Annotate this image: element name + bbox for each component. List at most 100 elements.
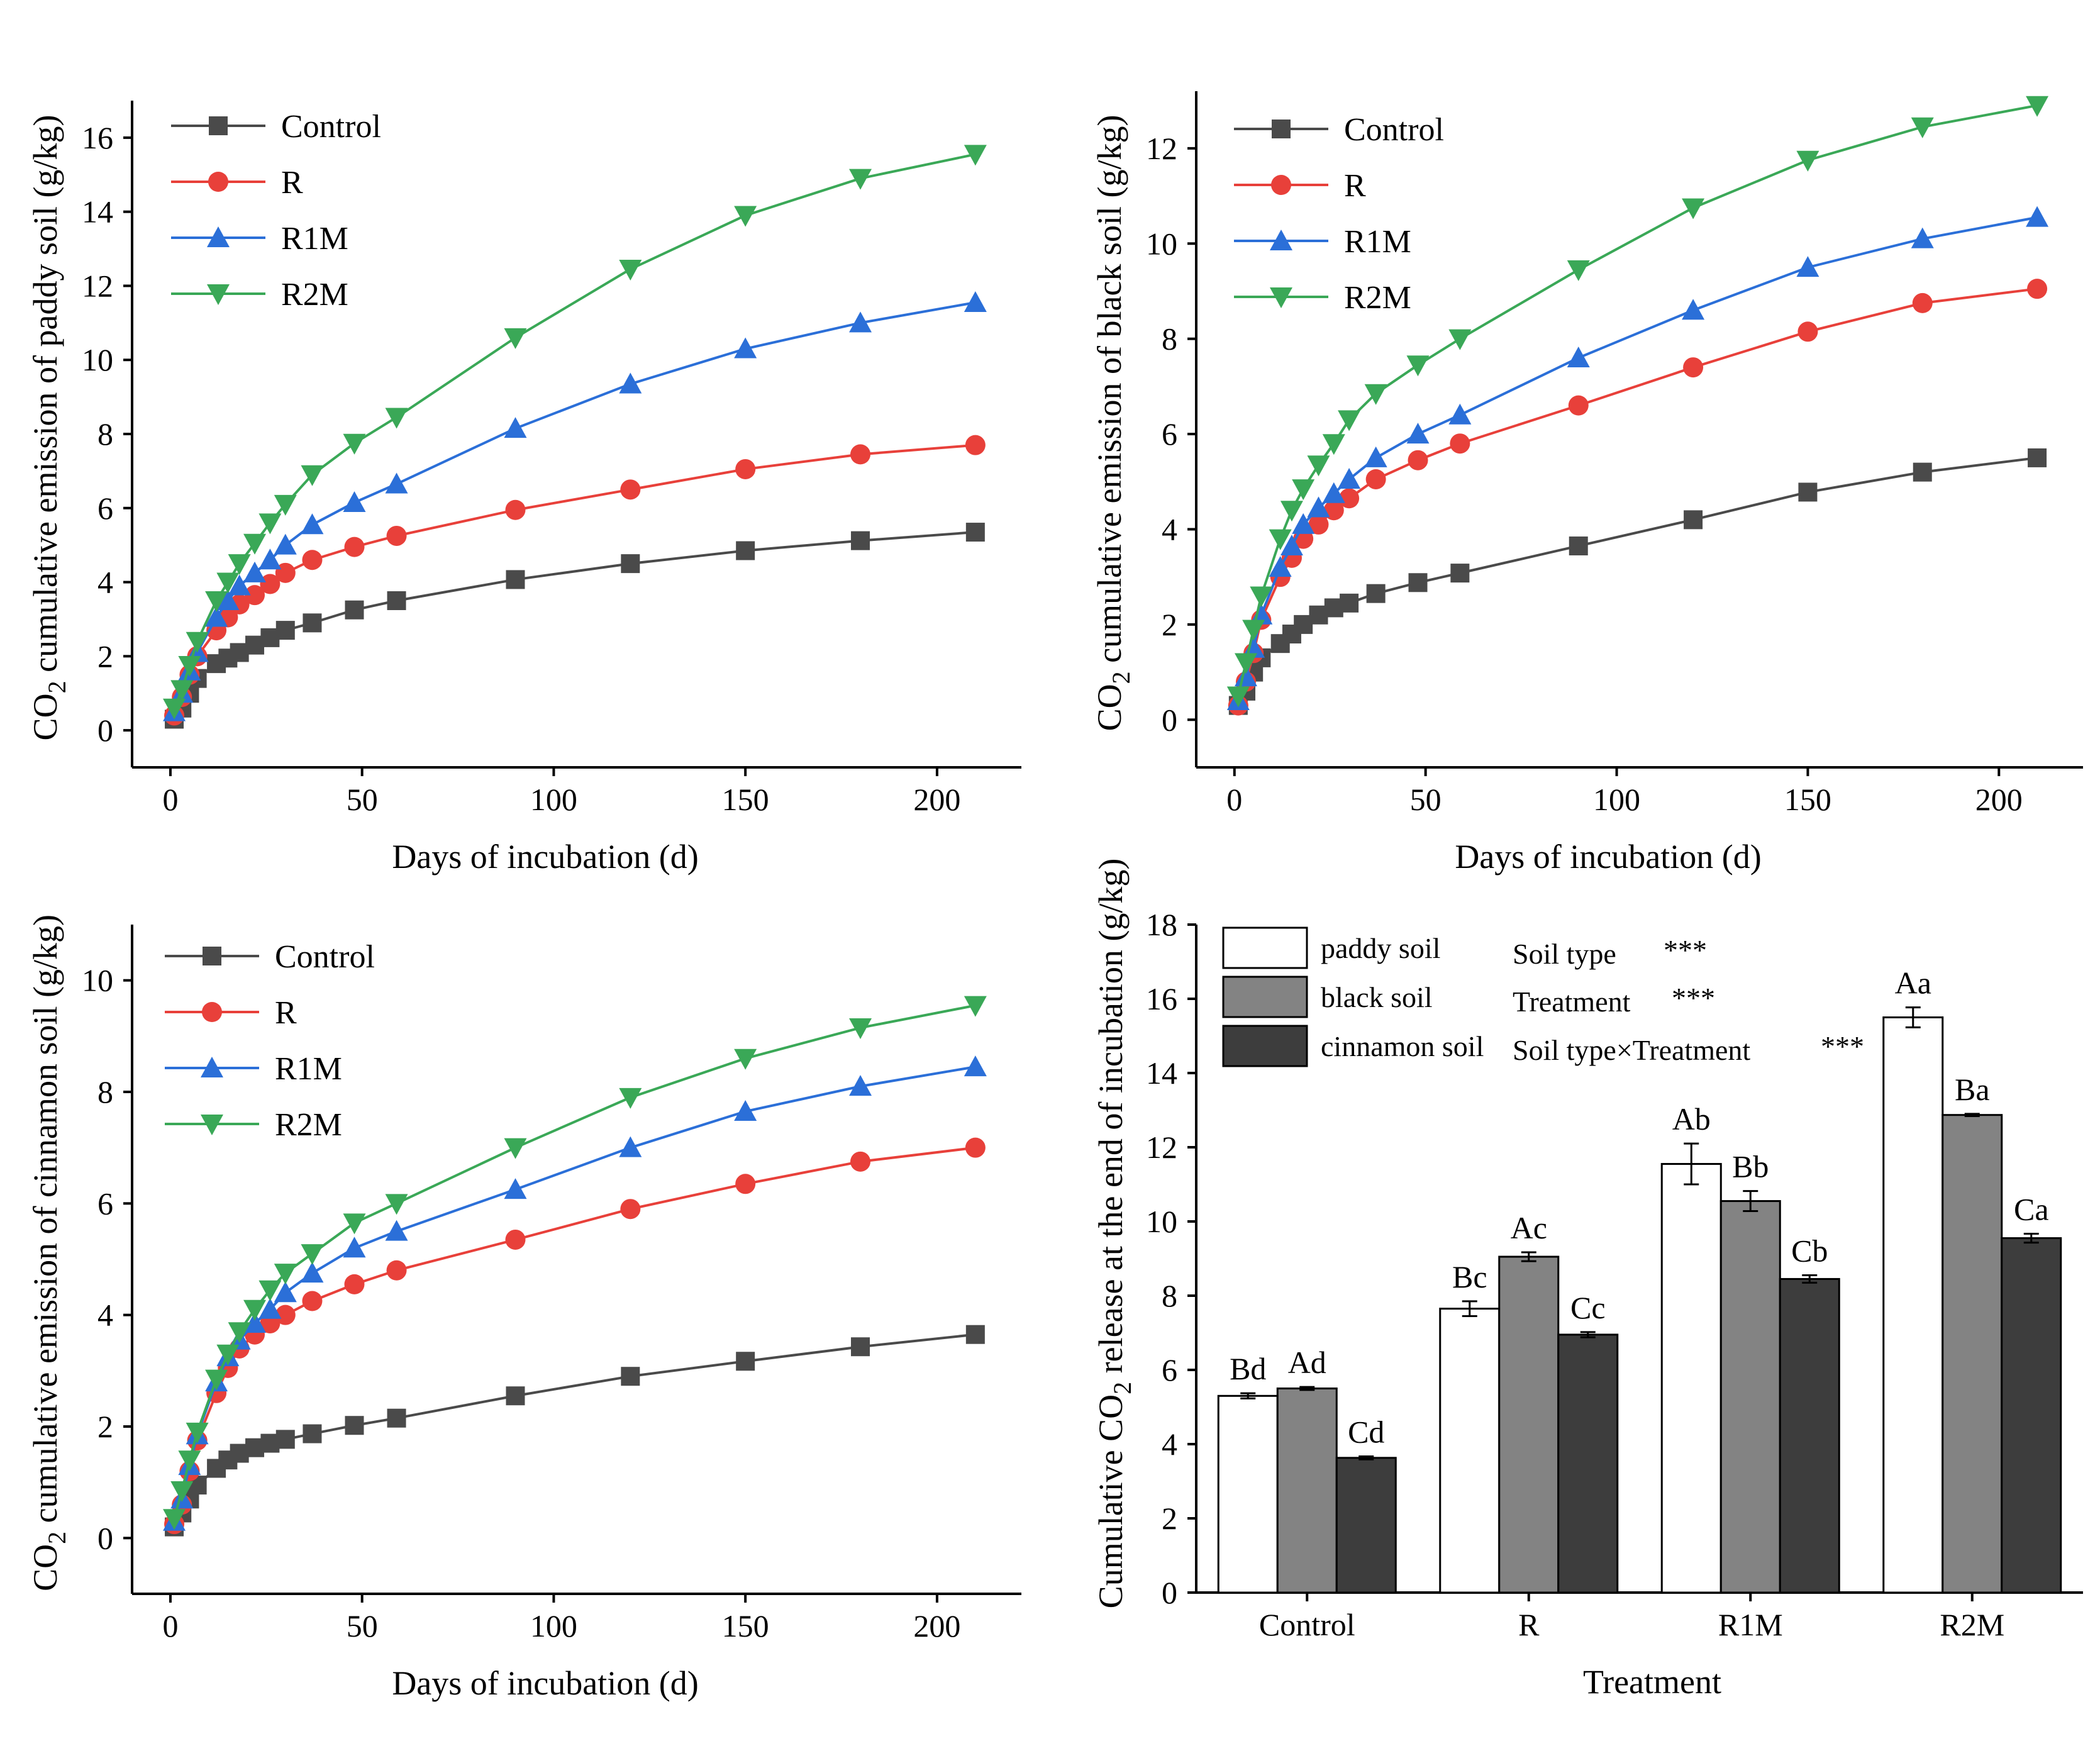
data-point (216, 1344, 240, 1366)
data-point (387, 591, 406, 610)
legend-item-cinnamon soil: cinnamon soil (1222, 1025, 1484, 1067)
data-point (964, 291, 987, 312)
data-point (1567, 260, 1590, 281)
data-point (1797, 321, 1818, 342)
data-point (1364, 446, 1387, 467)
series-R2M (163, 145, 987, 720)
legend-marker (202, 1002, 222, 1022)
data-point (965, 1137, 986, 1158)
y-tick-label: 12 (82, 268, 113, 303)
x-tick-label: 0 (162, 1608, 178, 1644)
data-point (849, 1075, 872, 1096)
legend-label: R (275, 995, 297, 1031)
data-point (736, 1352, 755, 1371)
data-point (735, 1174, 756, 1194)
data-point (344, 537, 365, 557)
legend-label: Control (275, 939, 375, 975)
legend-swatch (1222, 976, 1308, 1018)
data-point (343, 1237, 366, 1258)
series-R (164, 1137, 986, 1535)
data-point (345, 600, 364, 620)
stat-label: Soil type (1513, 938, 1616, 970)
data-point (385, 408, 408, 429)
y-tick-label: 10 (82, 963, 113, 998)
y-tick-label: 0 (1162, 1575, 1177, 1610)
stat-significance: *** (1672, 982, 1715, 1014)
y-tick-label: 2 (1162, 607, 1177, 642)
data-point (1308, 514, 1329, 535)
data-point (964, 145, 987, 166)
data-point (1684, 510, 1703, 530)
legend-item-paddy soil: paddy soil (1222, 926, 1440, 969)
series-line-R1M (173, 301, 976, 713)
chart-final: 0 2 4 6 8 10 12 14 16 18 Control Bd Ad Cd R Bc Ac Cc R1M Ab… (1092, 859, 2083, 1701)
data-point (736, 541, 755, 560)
y-tick-label: 6 (1162, 1352, 1177, 1388)
data-point (1364, 384, 1387, 405)
data-point (1339, 488, 1360, 509)
series-line-R (173, 1146, 976, 1525)
data-point (1682, 198, 1705, 220)
x-tick-label: 50 (1410, 782, 1442, 817)
x-tick-label: 200 (913, 1608, 960, 1644)
data-point (1448, 329, 1472, 350)
data-point (301, 465, 324, 486)
legend-label: R (1344, 168, 1366, 204)
y-axis-title: CO2 cumulative emission of paddy soil (g… (26, 115, 71, 741)
data-point (170, 680, 194, 701)
y-tick-label: 12 (1146, 131, 1177, 166)
x-tick-label: 200 (913, 782, 960, 817)
data-point (1250, 586, 1273, 608)
x-tick-label: R1M (1718, 1607, 1783, 1642)
y-axis-title: CO2 cumulative emission of cinnamon soil… (26, 915, 71, 1591)
chart-black: 0 50 100 150 200 0 2 4 6 8 10 12 Days of incubation … (1091, 91, 2083, 876)
data-point (504, 328, 527, 349)
bar (1557, 1333, 1619, 1594)
data-point (1307, 455, 1330, 477)
data-point (186, 1422, 209, 1443)
chart-cinnamon: 0 50 100 150 200 0 2 4 6 8 10 Days of incubation (d… (26, 915, 1021, 1702)
stat-item: Treatment *** (1513, 982, 1715, 1018)
bar (1660, 1163, 1722, 1594)
data-point (1796, 256, 1819, 277)
data-point (205, 1369, 228, 1391)
data-point (735, 459, 756, 479)
legend-marker (201, 1115, 223, 1135)
bar (1217, 1394, 1279, 1594)
data-point (965, 523, 985, 542)
data-point (301, 513, 324, 535)
data-point (258, 513, 282, 535)
data-point (385, 1194, 408, 1215)
data-point (504, 1138, 527, 1159)
bar-label: Cb (1791, 1233, 1828, 1269)
y-tick-label: 8 (1162, 321, 1177, 357)
bar (1942, 1114, 2003, 1594)
bar (1779, 1277, 1840, 1594)
data-point (1269, 556, 1292, 577)
legend-item-R2M: R2M (171, 277, 348, 313)
legend-item-R: R (165, 995, 297, 1031)
bar-label: Bc (1452, 1259, 1487, 1294)
stat-label: Treatment (1513, 986, 1631, 1018)
legend-label: R2M (1344, 280, 1411, 316)
data-point (1568, 395, 1589, 416)
legend-item-Control: Control (1234, 112, 1444, 148)
data-point (1292, 479, 1315, 501)
legend-item-R2M: R2M (1234, 280, 1411, 316)
x-tick-label: 150 (722, 1608, 769, 1644)
data-point (1280, 501, 1303, 522)
bar-label: Ab (1672, 1101, 1711, 1137)
data-point (302, 1291, 323, 1311)
bar (1882, 1016, 1944, 1594)
y-tick-label: 6 (1162, 416, 1177, 452)
legend-item-R1M: R1M (1234, 224, 1411, 260)
data-point (1911, 227, 1934, 248)
x-tick-label: 50 (347, 1608, 378, 1644)
legend-label: R1M (275, 1051, 342, 1087)
legend-item-R: R (171, 165, 303, 201)
x-tick-label: Control (1259, 1607, 1355, 1642)
x-tick-label: R (1518, 1607, 1540, 1642)
legend-marker (1270, 287, 1292, 308)
bar-label: Cc (1570, 1290, 1606, 1325)
